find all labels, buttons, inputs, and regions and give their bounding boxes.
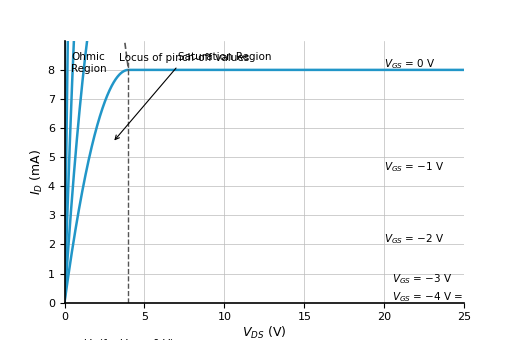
Text: $V_P$ (for $V_{GS}$ = 0 V): $V_P$ (for $V_{GS}$ = 0 V) bbox=[83, 338, 174, 340]
Text: $V_{GS}$ = −2 V: $V_{GS}$ = −2 V bbox=[384, 232, 445, 245]
Text: $V_{GS}$ = −1 V: $V_{GS}$ = −1 V bbox=[384, 160, 445, 174]
Text: Ohmic
Region: Ohmic Region bbox=[71, 52, 106, 74]
Text: $V_{GS}$ = −3 V: $V_{GS}$ = −3 V bbox=[393, 272, 453, 286]
Text: $V_{GS}$ = −4 V =: $V_{GS}$ = −4 V = bbox=[393, 290, 465, 304]
Text: $I_{DSS}$: $I_{DSS}$ bbox=[0, 339, 1, 340]
Text: Locus of pinch-off values: Locus of pinch-off values bbox=[115, 53, 250, 139]
Text: $V_p$: $V_p$ bbox=[0, 339, 1, 340]
Text: $V_{GS}$ = 0 V: $V_{GS}$ = 0 V bbox=[384, 57, 436, 71]
Y-axis label: $I_D$ (mA): $I_D$ (mA) bbox=[29, 149, 45, 195]
X-axis label: $V_{DS}$ (V): $V_{DS}$ (V) bbox=[242, 325, 287, 340]
Text: Saturation Region: Saturation Region bbox=[178, 52, 271, 63]
